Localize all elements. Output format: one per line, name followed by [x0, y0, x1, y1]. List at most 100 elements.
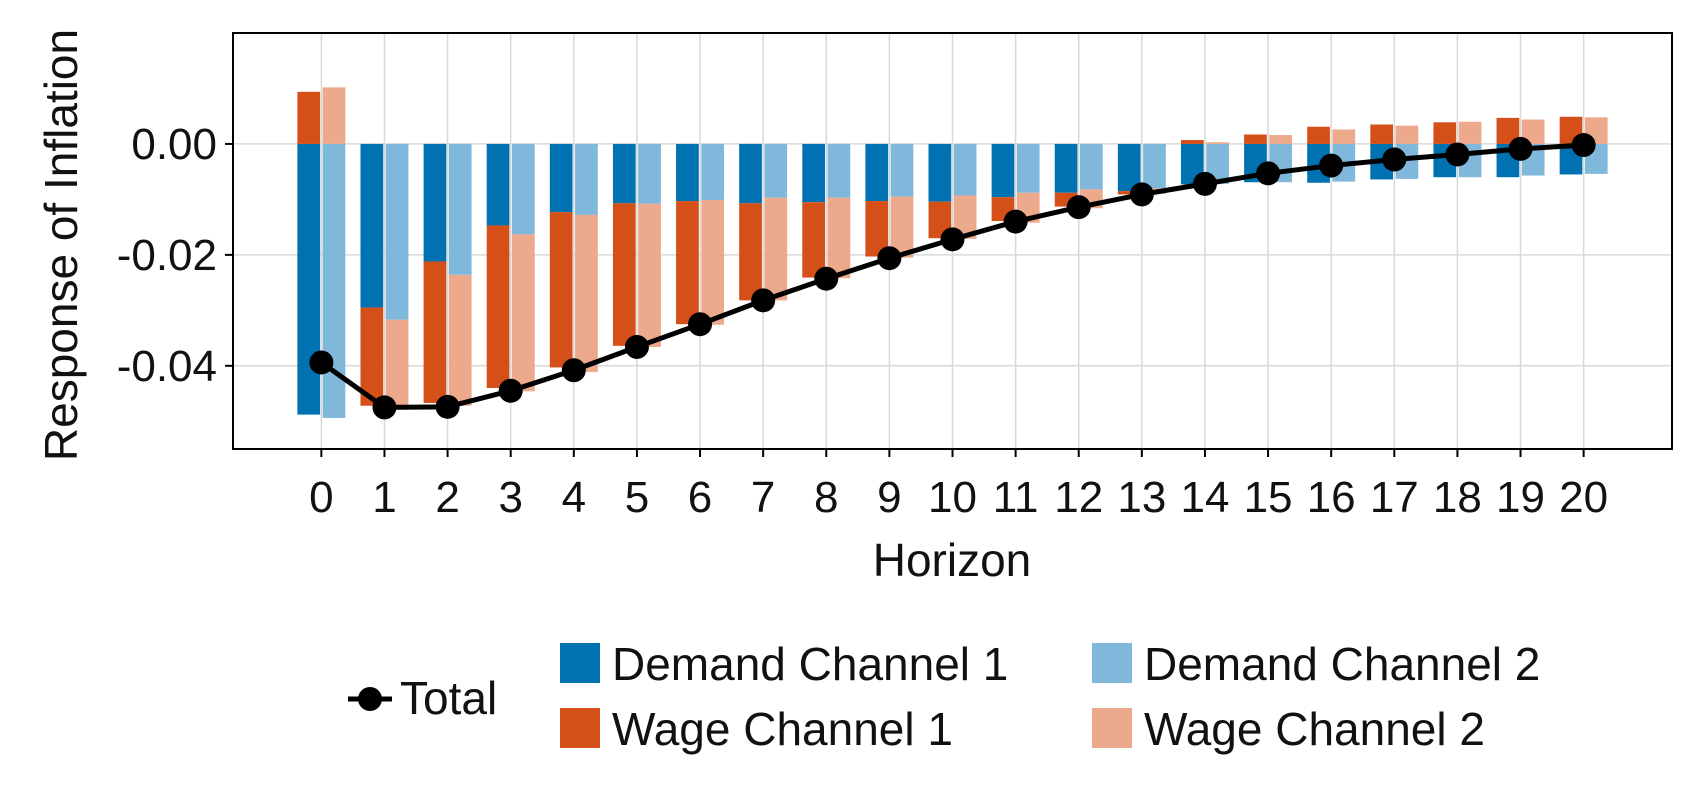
bar-wage-channel-2: [701, 199, 725, 325]
total-point: [1508, 136, 1533, 161]
x-tick-label: 10: [928, 473, 977, 522]
total-point: [1066, 195, 1091, 220]
legend-swatch-demand-channel-1: [560, 643, 600, 683]
total-point: [814, 266, 839, 291]
x-axis-title: Horizon: [873, 534, 1032, 586]
y-tick-label: -0.02: [117, 231, 217, 280]
total-series: [309, 133, 1596, 420]
x-tick-label: 20: [1559, 473, 1608, 522]
legend-label-demand-channel-1: Demand Channel 1: [612, 638, 1008, 690]
x-tick-label: 6: [688, 473, 712, 522]
bar-wage-channel-2: [827, 197, 851, 279]
bar-demand-channel-1: [676, 143, 699, 202]
x-tick-label: 17: [1370, 473, 1419, 522]
bar-wage-channel-2: [1332, 129, 1356, 144]
bar-demand-channel-2: [448, 143, 472, 275]
bar-wage-channel-2: [322, 87, 346, 144]
legend-item-demand-channel-1: Demand Channel 1: [560, 638, 1008, 690]
legend-label-total: Total: [400, 672, 497, 724]
y-axis-title: Response of Inflation: [35, 29, 87, 461]
bar-demand-channel-1: [865, 143, 889, 202]
bars: [297, 87, 1608, 418]
bar-demand-channel-2: [638, 143, 661, 204]
bar-wage-channel-2: [890, 196, 914, 258]
y-tick-label: 0.00: [131, 120, 217, 169]
total-point: [498, 378, 523, 403]
x-tick-label: 0: [309, 473, 333, 522]
x-tick-label: 12: [1054, 473, 1103, 522]
bar-wage-channel-2: [1395, 125, 1419, 144]
bar-demand-channel-1: [991, 143, 1015, 198]
legend-label-demand-channel-2: Demand Channel 2: [1144, 638, 1540, 690]
bar-wage-channel-2: [953, 195, 977, 239]
bar-wage-channel-1: [928, 201, 952, 239]
x-tick-label: 8: [814, 473, 838, 522]
total-point: [877, 246, 902, 271]
bar-wage-channel-1: [739, 203, 762, 301]
bar-wage-channel-2: [448, 274, 472, 406]
legend-swatch-wage-channel-2: [1092, 708, 1132, 748]
x-tick-label: 1: [372, 473, 396, 522]
bar-wage-channel-2: [764, 197, 788, 301]
bar-demand-channel-1: [297, 143, 321, 415]
x-tick-label: 3: [498, 473, 522, 522]
bar-demand-channel-1: [739, 143, 762, 204]
bar-demand-channel-1: [1117, 143, 1141, 192]
x-tick-label: 18: [1433, 473, 1482, 522]
total-point: [1003, 209, 1028, 234]
bar-wage-channel-2: [638, 203, 661, 347]
x-tick-label: 9: [877, 473, 901, 522]
x-tick-label: 11: [993, 473, 1039, 522]
bar-wage-channel-1: [1117, 191, 1141, 195]
bar-wage-channel-1: [865, 201, 889, 257]
total-point: [624, 334, 649, 359]
bar-demand-channel-1: [1054, 143, 1078, 193]
bar-demand-channel-2: [322, 143, 346, 418]
total-point: [1571, 133, 1596, 158]
bar-demand-channel-1: [928, 143, 952, 202]
x-tick-label: 13: [1117, 473, 1166, 522]
bar-wage-channel-2: [385, 319, 409, 407]
total-point: [309, 350, 334, 375]
total-point: [435, 394, 460, 419]
bar-demand-channel-2: [890, 143, 914, 197]
bar-demand-channel-1: [360, 143, 384, 308]
bar-wage-channel-1: [486, 225, 510, 388]
bar-wage-channel-1: [549, 212, 573, 368]
legend: Total Demand Channel 1 Wage Channel 1 De…: [348, 638, 1540, 755]
bar-wage-channel-1: [1496, 117, 1520, 144]
legend-item-wage-channel-1: Wage Channel 1: [560, 703, 953, 755]
x-tick-label: 16: [1307, 473, 1356, 522]
bar-wage-channel-2: [1206, 142, 1229, 144]
total-point: [1382, 147, 1407, 172]
bar-demand-channel-2: [953, 143, 977, 196]
grid-lines: [233, 33, 1672, 449]
bar-wage-channel-1: [1370, 124, 1394, 144]
legend-item-demand-channel-2: Demand Channel 2: [1092, 638, 1540, 690]
bar-demand-channel-2: [764, 143, 788, 198]
bar-wage-channel-1: [1433, 122, 1457, 144]
bar-wage-channel-2: [1458, 121, 1482, 144]
bar-wage-channel-1: [612, 203, 636, 346]
legend-item-total: Total: [348, 672, 497, 724]
x-tick-label: 7: [751, 473, 775, 522]
bar-wage-channel-1: [360, 307, 384, 406]
x-axis-ticks: 0 1 2 3 4 5 6 7 8 9 10 11 12 13 14 15 16 17 18 19 20: [309, 449, 1608, 522]
bar-demand-channel-2: [1143, 143, 1166, 189]
bar-wage-channel-2: [575, 214, 598, 372]
total-point: [688, 312, 713, 337]
legend-item-wage-channel-2: Wage Channel 2: [1092, 703, 1485, 755]
bar-demand-channel-2: [385, 143, 409, 320]
bar-demand-channel-2: [511, 143, 535, 235]
bar-wage-channel-1: [802, 202, 826, 278]
legend-swatch-wage-channel-1: [560, 708, 600, 748]
total-point: [940, 227, 965, 252]
bar-demand-channel-2: [827, 143, 851, 198]
bar-wage-channel-2: [1269, 135, 1293, 144]
bar-demand-channel-1: [549, 143, 573, 213]
bar-demand-channel-2: [575, 143, 598, 215]
legend-label-wage-channel-1: Wage Channel 1: [612, 703, 953, 755]
bar-demand-channel-1: [423, 143, 447, 262]
bar-demand-channel-2: [1079, 143, 1103, 190]
bar-demand-channel-1: [802, 143, 826, 203]
